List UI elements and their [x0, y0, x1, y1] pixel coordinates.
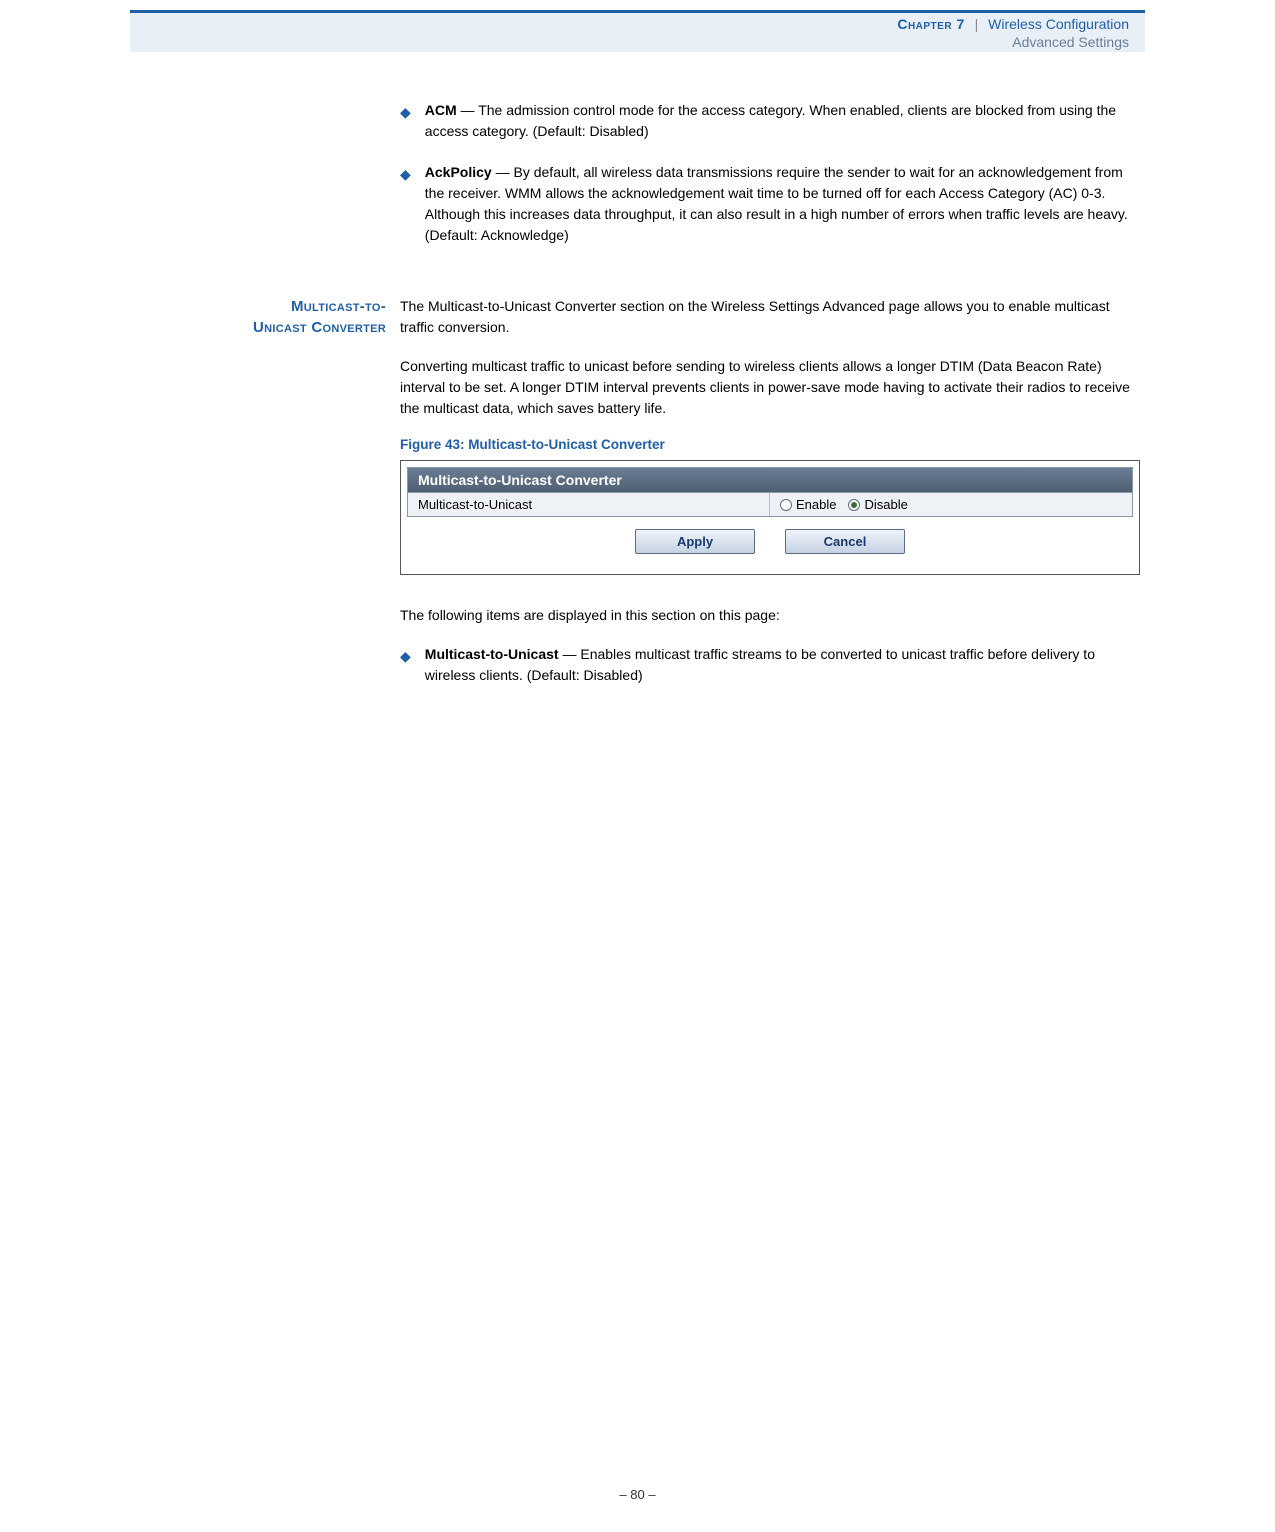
- section-body: The Multicast-to-Unicast Converter secti…: [400, 296, 1140, 706]
- term-ackpolicy: AckPolicy: [425, 164, 492, 180]
- term-acm: ACM: [425, 102, 457, 118]
- header-line1: Chapter 7 | Wireless Configuration: [897, 15, 1129, 33]
- header-subtitle: Advanced Settings: [897, 33, 1129, 51]
- para-intro: The Multicast-to-Unicast Converter secti…: [400, 296, 1140, 338]
- row-controls: Enable Disable: [770, 493, 1132, 516]
- row-label: Multicast-to-Unicast: [408, 493, 770, 516]
- radio-enable[interactable]: [780, 499, 792, 511]
- config-panel: Multicast-to-Unicast Converter Multicast…: [400, 460, 1140, 575]
- bullet-text: ACM — The admission control mode for the…: [425, 100, 1140, 142]
- bullet-mtu: ◆ Multicast-to-Unicast — Enables multica…: [400, 644, 1140, 686]
- side-line2: Unicast Converter: [253, 319, 386, 336]
- chapter-title: Wireless Configuration: [988, 16, 1129, 32]
- page-header: Chapter 7 | Wireless Configuration Advan…: [130, 10, 1145, 52]
- panel-row: Multicast-to-Unicast Enable Disable: [408, 493, 1132, 516]
- bullet-text: Multicast-to-Unicast — Enables multicast…: [425, 644, 1140, 686]
- bullet-ackpolicy: ◆ AckPolicy — By default, all wireless d…: [400, 162, 1140, 246]
- diamond-icon: ◆: [400, 102, 411, 142]
- radio-disable-group[interactable]: Disable: [848, 497, 907, 512]
- panel-inner: Multicast-to-Unicast Converter Multicast…: [407, 467, 1133, 517]
- bullet-acm: ◆ ACM — The admission control mode for t…: [400, 100, 1140, 142]
- diamond-icon: ◆: [400, 164, 411, 246]
- side-heading: Multicast-to- Unicast Converter: [160, 296, 400, 706]
- page-number: – 80 –: [0, 1487, 1275, 1502]
- page-content: ◆ ACM — The admission control mode for t…: [160, 100, 1140, 706]
- para-detail: Converting multicast traffic to unicast …: [400, 356, 1140, 419]
- follow-text: The following items are displayed in thi…: [400, 605, 1140, 626]
- radio-disable-label: Disable: [864, 497, 907, 512]
- panel-buttons: Apply Cancel: [407, 517, 1133, 568]
- text-acm: — The admission control mode for the acc…: [425, 102, 1116, 139]
- term-mtu: Multicast-to-Unicast: [425, 646, 559, 662]
- cancel-button[interactable]: Cancel: [785, 529, 905, 554]
- top-bullets: ◆ ACM — The admission control mode for t…: [400, 100, 1140, 246]
- apply-button[interactable]: Apply: [635, 529, 755, 554]
- chapter-label: Chapter 7: [897, 16, 964, 32]
- figure-caption: Figure 43: Multicast-to-Unicast Converte…: [400, 437, 1140, 452]
- bullet-text: AckPolicy — By default, all wireless dat…: [425, 162, 1140, 246]
- panel-title: Multicast-to-Unicast Converter: [408, 468, 1132, 493]
- section-multicast: Multicast-to- Unicast Converter The Mult…: [160, 296, 1140, 706]
- side-line1: Multicast-to-: [291, 298, 386, 315]
- radio-enable-group[interactable]: Enable: [780, 497, 836, 512]
- radio-disable[interactable]: [848, 499, 860, 511]
- pipe-separator: |: [975, 16, 979, 32]
- radio-enable-label: Enable: [796, 497, 836, 512]
- diamond-icon: ◆: [400, 646, 411, 686]
- header-text-block: Chapter 7 | Wireless Configuration Advan…: [897, 15, 1129, 51]
- text-ackpolicy: — By default, all wireless data transmis…: [425, 164, 1128, 243]
